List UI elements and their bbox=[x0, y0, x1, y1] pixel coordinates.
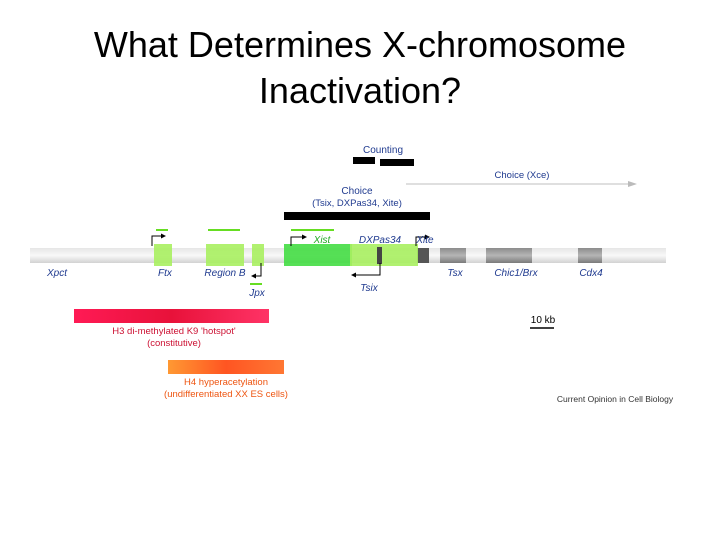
ftx-region bbox=[154, 244, 172, 266]
choice-xce-arrowhead bbox=[628, 181, 637, 187]
slide-title: What Determines X-chromosome Inactivatio… bbox=[0, 22, 720, 114]
xist-label: Xist bbox=[313, 235, 332, 246]
counting-bar-2 bbox=[380, 159, 414, 166]
scale-bar-label: 10 kb bbox=[531, 315, 556, 326]
region-b-label: Region B bbox=[204, 268, 245, 279]
h4-label-line2: (undifferentiated XX ES cells) bbox=[164, 389, 288, 400]
jpx-arrowhead bbox=[251, 273, 256, 279]
chic1-brx-label: Chic1/Brx bbox=[494, 268, 538, 279]
h3-label-line2: (constitutive) bbox=[147, 338, 201, 349]
region-b-highlight bbox=[206, 244, 244, 266]
xist-region bbox=[284, 244, 352, 266]
dxpas34-marker bbox=[377, 247, 382, 264]
cdx4-label: Cdx4 bbox=[579, 268, 603, 279]
xite-band bbox=[417, 248, 429, 263]
choice-xce-label: Choice (Xce) bbox=[495, 170, 550, 181]
h4-label-line1: H4 hyperacetylation bbox=[184, 377, 268, 388]
dxpas34-label: DXPas34 bbox=[359, 235, 402, 246]
xpct-label: Xpct bbox=[46, 268, 68, 279]
ftx-arrowhead bbox=[161, 233, 166, 239]
xite-arrow bbox=[415, 236, 427, 246]
source-credit: Current Opinion in Cell Biology bbox=[557, 394, 674, 404]
h3-k9-hotspot-bar bbox=[74, 309, 269, 323]
ftx-arrow bbox=[151, 235, 163, 246]
slide-title-line1: What Determines X-chromosome bbox=[93, 24, 627, 65]
tsix-arrowhead bbox=[351, 272, 356, 278]
choice-label: Choice bbox=[341, 186, 373, 197]
ftx-label: Ftx bbox=[158, 268, 173, 279]
xite-arrowhead bbox=[425, 234, 430, 240]
jpx-label: Jpx bbox=[248, 288, 266, 299]
choice-bar bbox=[284, 212, 430, 220]
tsx-label: Tsx bbox=[447, 268, 463, 279]
h3-label-line1: H3 di-methylated K9 'hotspot' bbox=[112, 326, 236, 337]
tsix-region bbox=[350, 244, 418, 266]
xite-label: Xite bbox=[415, 235, 434, 246]
xist-arrow bbox=[290, 236, 304, 246]
counting-label: Counting bbox=[363, 145, 403, 156]
h4-hyperacetylation-bar bbox=[168, 360, 284, 374]
jpx-arrow bbox=[254, 263, 262, 277]
xist-arrowhead bbox=[302, 234, 307, 240]
tsix-label: Tsix bbox=[360, 283, 378, 294]
slide-title-line2: Inactivation? bbox=[258, 70, 462, 111]
jpx-region bbox=[252, 244, 264, 266]
counting-bar-1 bbox=[353, 157, 375, 164]
chic1-band bbox=[486, 248, 532, 263]
choice-members-label: (Tsix, DXPas34, Xite) bbox=[312, 198, 402, 209]
tsix-arrow bbox=[354, 263, 381, 276]
tsx-band bbox=[440, 248, 466, 263]
cdx4-band bbox=[578, 248, 602, 263]
